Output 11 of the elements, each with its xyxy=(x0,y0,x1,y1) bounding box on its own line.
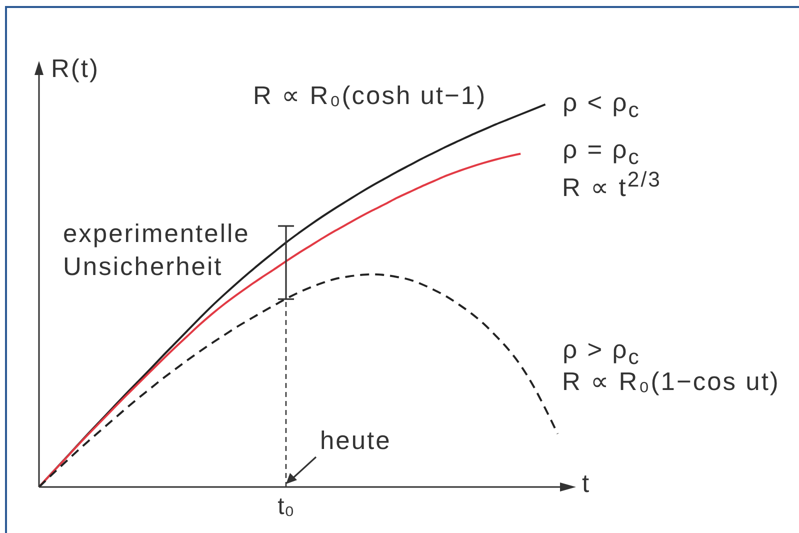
annotation: experimentelle Unsicherheit xyxy=(63,220,250,281)
series-label: ρ > ρ$_{c}$ xyxy=(562,336,640,369)
y-axis-title: R(t) xyxy=(51,55,100,83)
annotation: R ∝ t$^{2/3}$ xyxy=(562,167,662,202)
series-label: ρ = ρ$_{c}$ xyxy=(562,136,640,169)
series-label: ρ < ρ$_{c}$ xyxy=(562,89,640,123)
annotation: R ∝ R₀(cosh ut−1) xyxy=(253,82,487,110)
x-axis-title: t xyxy=(582,470,591,498)
annotation: heute xyxy=(320,427,392,455)
text: t₀ xyxy=(278,493,294,520)
annotation: R ∝ R₀(1−cos ut) xyxy=(562,368,780,396)
